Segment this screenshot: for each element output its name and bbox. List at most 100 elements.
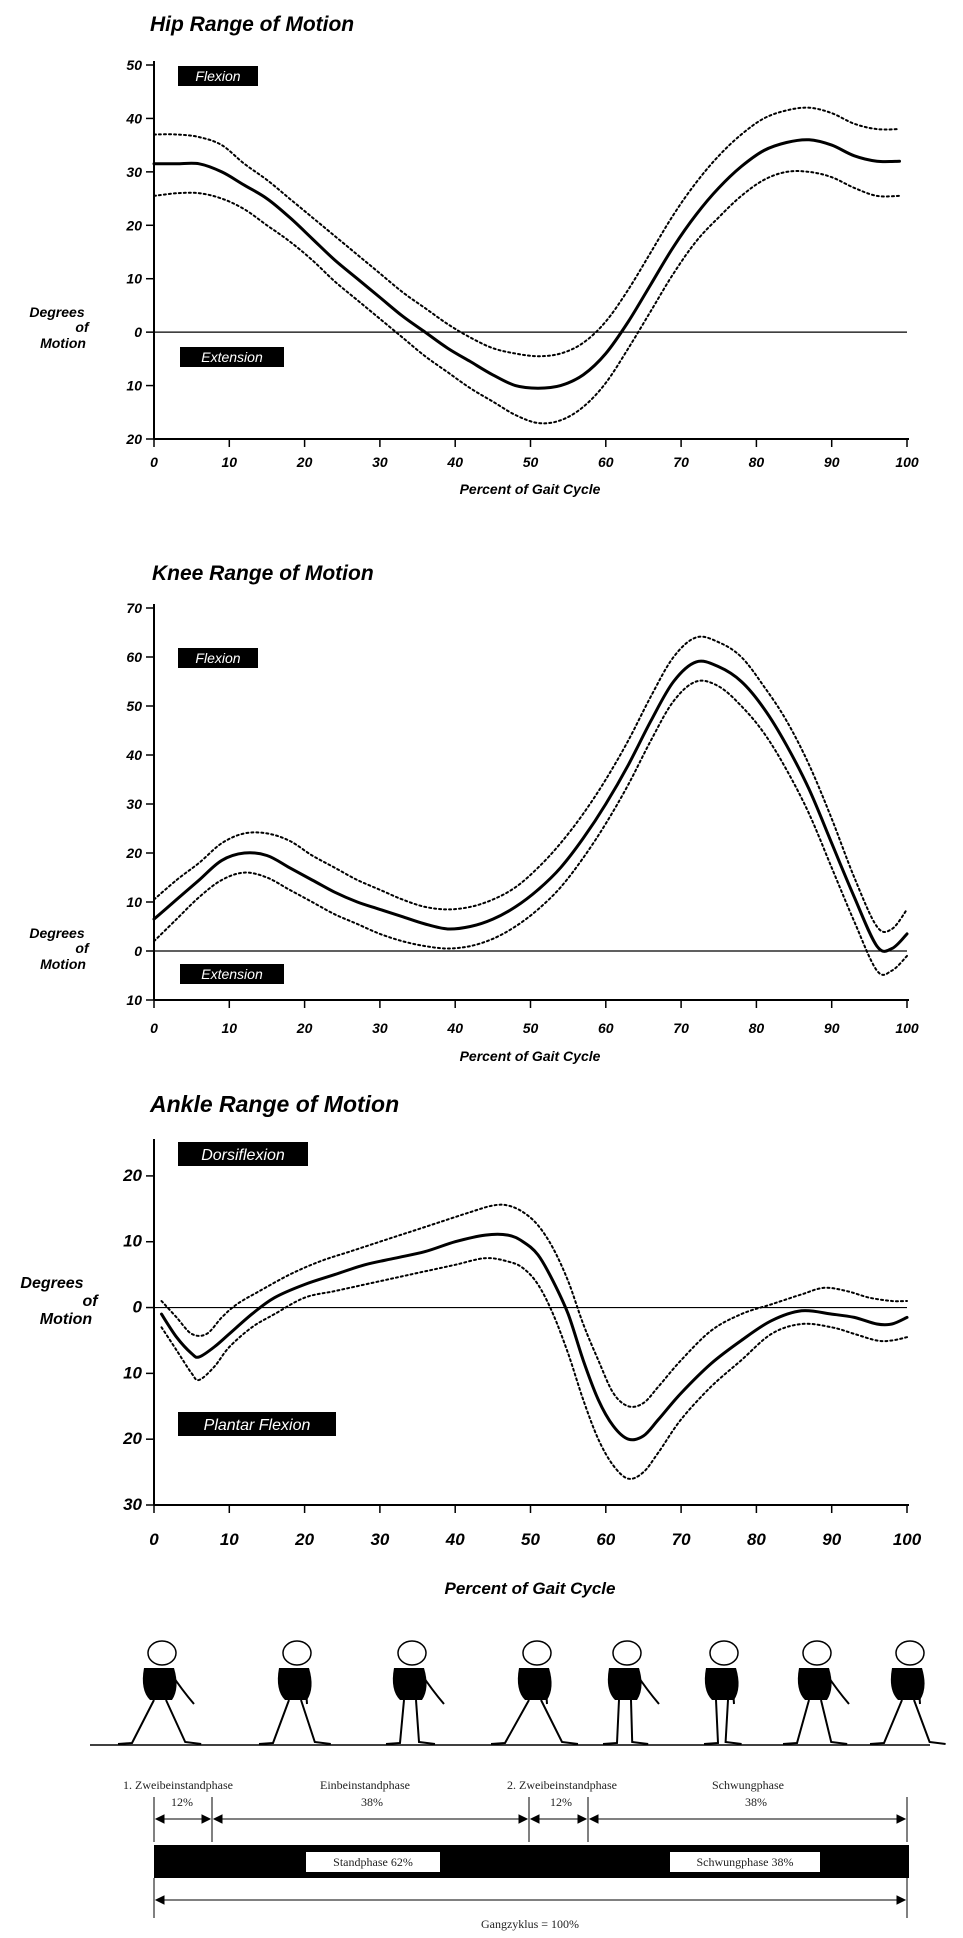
y-axis-label-line-1: Degrees [20,1275,83,1292]
chart-axes [153,604,909,1001]
stance-swing-bar: Standphase 62% Schwungphase 38% [154,1845,909,1878]
x-tick-label: 50 [523,454,539,470]
x-tick-labels: 0 10 20 30 40 50 60 70 80 90 100 [150,439,919,470]
figure-leg-back [782,1699,810,1745]
figure-head [282,1640,312,1666]
figure-head [709,1640,739,1666]
y-tick-label: 20 [122,1429,142,1448]
series-line-upper [153,635,908,934]
region-label-text: Flexion [195,650,240,666]
figure-torso [704,1668,739,1700]
y-axis-label-line-1: Degrees [29,304,84,320]
chart-title: Knee Range of Motion [152,562,374,585]
figure-torso [142,1668,177,1700]
gait-cycle-arrow [153,1878,908,1918]
y-axis-label-line-1: Degrees [29,925,84,941]
gait-phase-diagram: 1. Zweibeinstandphase Einbeinstandphase … [90,1640,946,1931]
figure-torso [277,1668,312,1700]
x-axis-label: Percent of Gait Cycle [460,1048,601,1064]
y-tick-labels: 50 40 30 20 10 0 10 20 [125,57,154,447]
x-axis-label: Percent of Gait Cycle [460,481,601,497]
series-line-lower [153,170,901,425]
y-axis-label-line-2: of [75,319,90,335]
x-tick-label: 30 [372,1020,388,1036]
figure-arm [824,1671,850,1705]
x-tick-label: 10 [222,454,238,470]
figure-arm [169,1671,195,1705]
y-tick-label: 10 [126,271,142,287]
y-tick-label: 10 [126,894,142,910]
y-axis-label-line-2: of [75,940,90,956]
x-tick-label: 100 [893,1530,922,1549]
y-tick-label: 30 [126,796,142,812]
x-tick-label: 50 [523,1020,539,1036]
figure-head [397,1640,427,1666]
x-tick-label: 30 [372,454,388,470]
figure-head [522,1640,552,1666]
gait-cycle-label: Gangzyklus = 100% [481,1917,579,1931]
chart-title: Ankle Range of Motion [149,1091,399,1117]
walking-figure [117,1640,202,1745]
figure-leg-back [385,1699,405,1745]
walking-figures [117,1640,946,1745]
region-label-text: Extension [201,966,263,982]
series-line-mean [160,1232,909,1442]
x-tick-label: 80 [749,1020,765,1036]
x-tick-label: 30 [370,1530,389,1549]
figure-leg-front [415,1699,436,1745]
x-axis-label: Percent of Gait Cycle [444,1579,615,1598]
figure-torso [797,1668,832,1700]
x-tick-label: 60 [596,1530,615,1549]
walking-figure [385,1640,445,1745]
x-tick-labels: 0 10 20 30 40 50 60 70 80 90 100 [150,1000,919,1036]
chart-axes [153,1139,909,1506]
x-tick-label: 40 [446,454,463,470]
y-tick-label: 10 [126,378,142,394]
y-tick-label: 0 [133,1298,143,1317]
y-axis-label-line-3: Motion [40,1311,93,1328]
walking-figure [703,1640,742,1745]
phase-span-arrows [154,1814,907,1824]
y-tick-labels: 70 60 50 40 30 20 10 0 10 [125,600,154,1008]
x-tick-label: 10 [220,1530,239,1549]
y-axis-label-line-3: Motion [40,335,86,351]
y-axis-label: Degrees of Motion [29,304,90,351]
figure-leg-front [630,1699,649,1745]
x-tick-label: 50 [521,1530,540,1549]
y-tick-label: 10 [126,992,142,1008]
figure-head [802,1640,832,1666]
figure-leg-front [913,1699,946,1745]
y-tick-label: 20 [125,431,142,447]
region-label-text: Extension [201,349,263,365]
figure-leg-back [490,1699,530,1745]
x-tick-label: 20 [296,454,313,470]
figure-leg-front [820,1699,848,1745]
y-tick-label: 40 [125,747,142,763]
x-tick-label: 0 [150,454,158,470]
x-tick-label: 100 [895,454,919,470]
series-line-upper [153,106,901,358]
y-tick-label: 30 [126,164,142,180]
y-tick-label: 50 [126,57,142,73]
swing-label: Schwungphase 38% [697,1855,794,1869]
y-tick-label: 70 [126,600,142,616]
x-tick-labels: 0 10 20 30 40 50 60 70 80 90 100 [149,1505,922,1549]
x-tick-label: 40 [446,1020,463,1036]
figure-arm [419,1671,445,1705]
figure-leg-back [869,1699,903,1745]
figure-leg-front [300,1699,331,1745]
figure-leg-front [165,1699,202,1745]
chart-title: Hip Range of Motion [150,13,354,36]
x-tick-label: 90 [824,1020,840,1036]
figure-leg-back [602,1699,620,1745]
y-axis-label-line-3: Motion [40,956,86,972]
y-tick-label: 50 [126,698,142,714]
y-tick-label: 20 [122,1166,142,1185]
walking-figure [602,1640,660,1745]
x-tick-label: 20 [294,1530,314,1549]
y-tick-label: 0 [134,324,142,340]
series-line-upper [160,1203,908,1408]
